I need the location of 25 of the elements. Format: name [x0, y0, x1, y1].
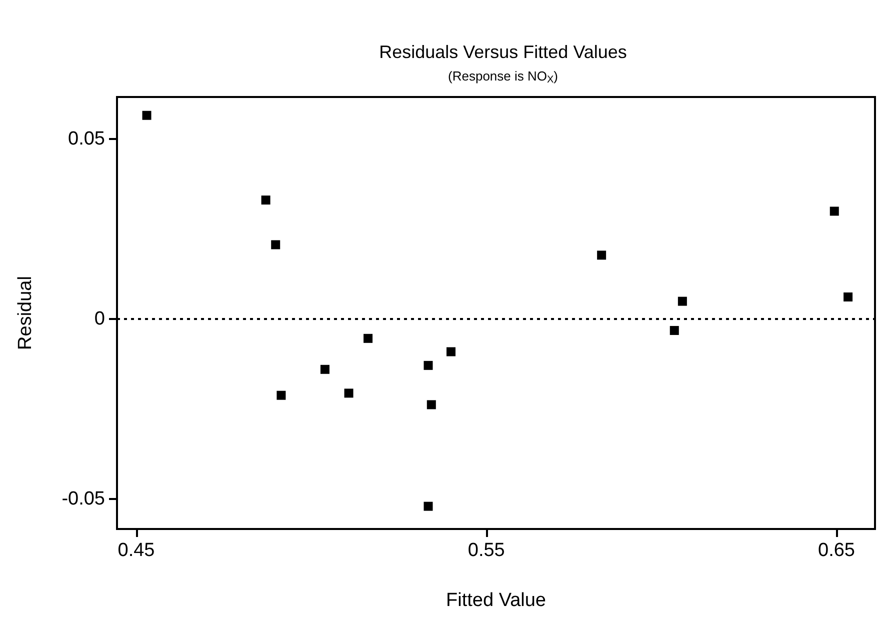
y-tick-label: 0: [94, 308, 105, 330]
x-tick-label: 0.55: [468, 540, 505, 561]
x-tick-label: 0.45: [118, 540, 155, 561]
point: [830, 206, 839, 216]
point: [261, 196, 270, 205]
point: [426, 400, 436, 410]
point: [670, 326, 679, 335]
y-tick-label: 0.05: [68, 128, 105, 150]
point: [424, 502, 433, 511]
y-axis-title: Residual: [15, 276, 36, 350]
y-tick-label: -0.05: [62, 488, 105, 510]
point: [142, 110, 152, 120]
point: [678, 296, 687, 306]
point: [344, 388, 354, 398]
point: [364, 334, 373, 343]
chart-title: Residuals Versus Fitted Values: [379, 42, 627, 62]
point: [424, 360, 433, 370]
point: [844, 292, 853, 302]
point: [276, 390, 286, 400]
point: [271, 240, 280, 250]
x-axis-title: Fitted Value: [446, 590, 546, 611]
point: [597, 250, 606, 260]
point: [446, 347, 456, 356]
point: [320, 364, 330, 374]
x-tick-label: 0.65: [818, 540, 855, 561]
